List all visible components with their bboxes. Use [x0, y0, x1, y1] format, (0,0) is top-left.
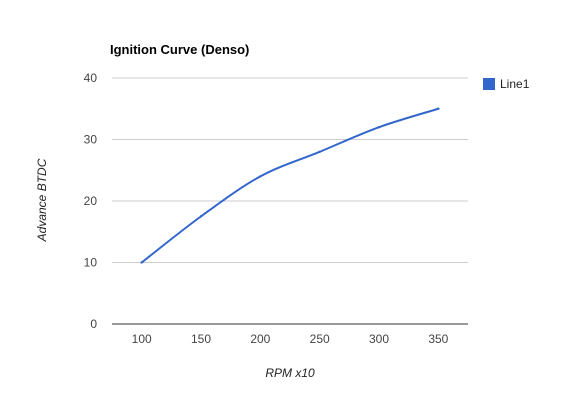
- x-tick-label: 150: [191, 332, 211, 346]
- x-axis-label: RPM x10: [265, 366, 315, 380]
- series-line-line1: [140, 107, 440, 264]
- chart-title: Ignition Curve (Denso): [110, 42, 249, 57]
- x-tick-label: 100: [132, 332, 152, 346]
- y-tick-labels: 0 10 20 30 40: [84, 71, 98, 331]
- data-point: [199, 215, 203, 218]
- y-axis-label: Advance BTDC: [35, 158, 49, 242]
- y-tick-label: 10: [84, 256, 98, 270]
- y-tick-label: 40: [84, 71, 98, 85]
- legend-swatch: [483, 78, 495, 90]
- series-lines: [140, 107, 440, 264]
- data-point: [140, 261, 143, 264]
- x-tick-label: 350: [428, 332, 448, 346]
- y-tick-label: 20: [84, 194, 98, 208]
- x-tick-labels: 100 150 200 250 300 350: [132, 332, 449, 346]
- x-tick-label: 300: [369, 332, 389, 346]
- data-point: [437, 107, 440, 110]
- data-point: [318, 150, 321, 153]
- y-tick-label: 0: [90, 317, 97, 331]
- x-tick-label: 200: [250, 332, 270, 346]
- legend: Line1: [483, 77, 530, 91]
- y-tick-label: 30: [84, 133, 98, 147]
- x-tick-label: 250: [310, 332, 330, 346]
- data-point: [377, 126, 381, 129]
- legend-label: Line1: [500, 77, 530, 91]
- grid: [112, 77, 468, 325]
- data-point: [259, 175, 262, 178]
